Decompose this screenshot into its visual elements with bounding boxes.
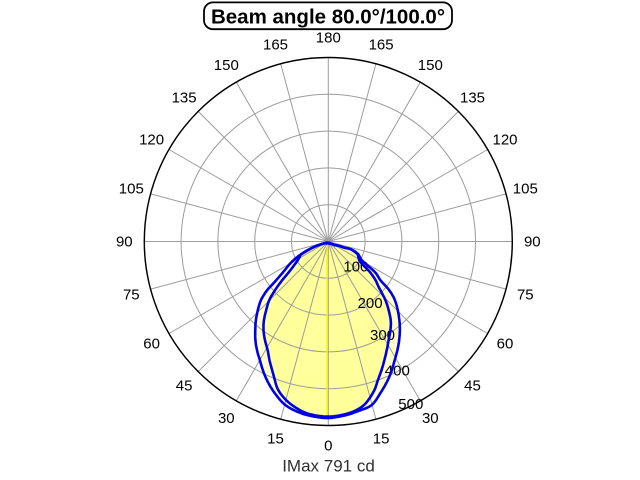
svg-text:15: 15 — [373, 431, 390, 448]
svg-text:IMax 791 cd: IMax 791 cd — [282, 456, 375, 475]
svg-text:120: 120 — [492, 132, 517, 149]
svg-text:180: 180 — [316, 30, 341, 47]
svg-text:165: 165 — [369, 37, 394, 54]
svg-text:0: 0 — [324, 438, 332, 455]
svg-text:30: 30 — [422, 410, 439, 427]
svg-text:200: 200 — [358, 295, 383, 312]
svg-text:60: 60 — [497, 336, 514, 353]
svg-text:135: 135 — [172, 89, 197, 106]
svg-text:105: 105 — [119, 181, 144, 198]
svg-text:500: 500 — [398, 396, 423, 413]
svg-text:165: 165 — [263, 37, 288, 54]
svg-text:60: 60 — [143, 336, 160, 353]
svg-text:30: 30 — [218, 410, 235, 427]
svg-text:90: 90 — [524, 234, 541, 251]
svg-text:75: 75 — [123, 286, 140, 303]
svg-text:15: 15 — [267, 431, 284, 448]
svg-text:105: 105 — [513, 181, 538, 198]
svg-text:45: 45 — [464, 378, 481, 395]
svg-text:90: 90 — [116, 234, 133, 251]
svg-text:135: 135 — [460, 89, 485, 106]
svg-text:75: 75 — [517, 286, 534, 303]
svg-text:45: 45 — [176, 378, 193, 395]
svg-text:120: 120 — [139, 132, 164, 149]
svg-text:150: 150 — [214, 57, 239, 74]
svg-text:150: 150 — [418, 57, 443, 74]
svg-text:Beam angle 80.0°/100.0°: Beam angle 80.0°/100.0° — [211, 6, 445, 29]
